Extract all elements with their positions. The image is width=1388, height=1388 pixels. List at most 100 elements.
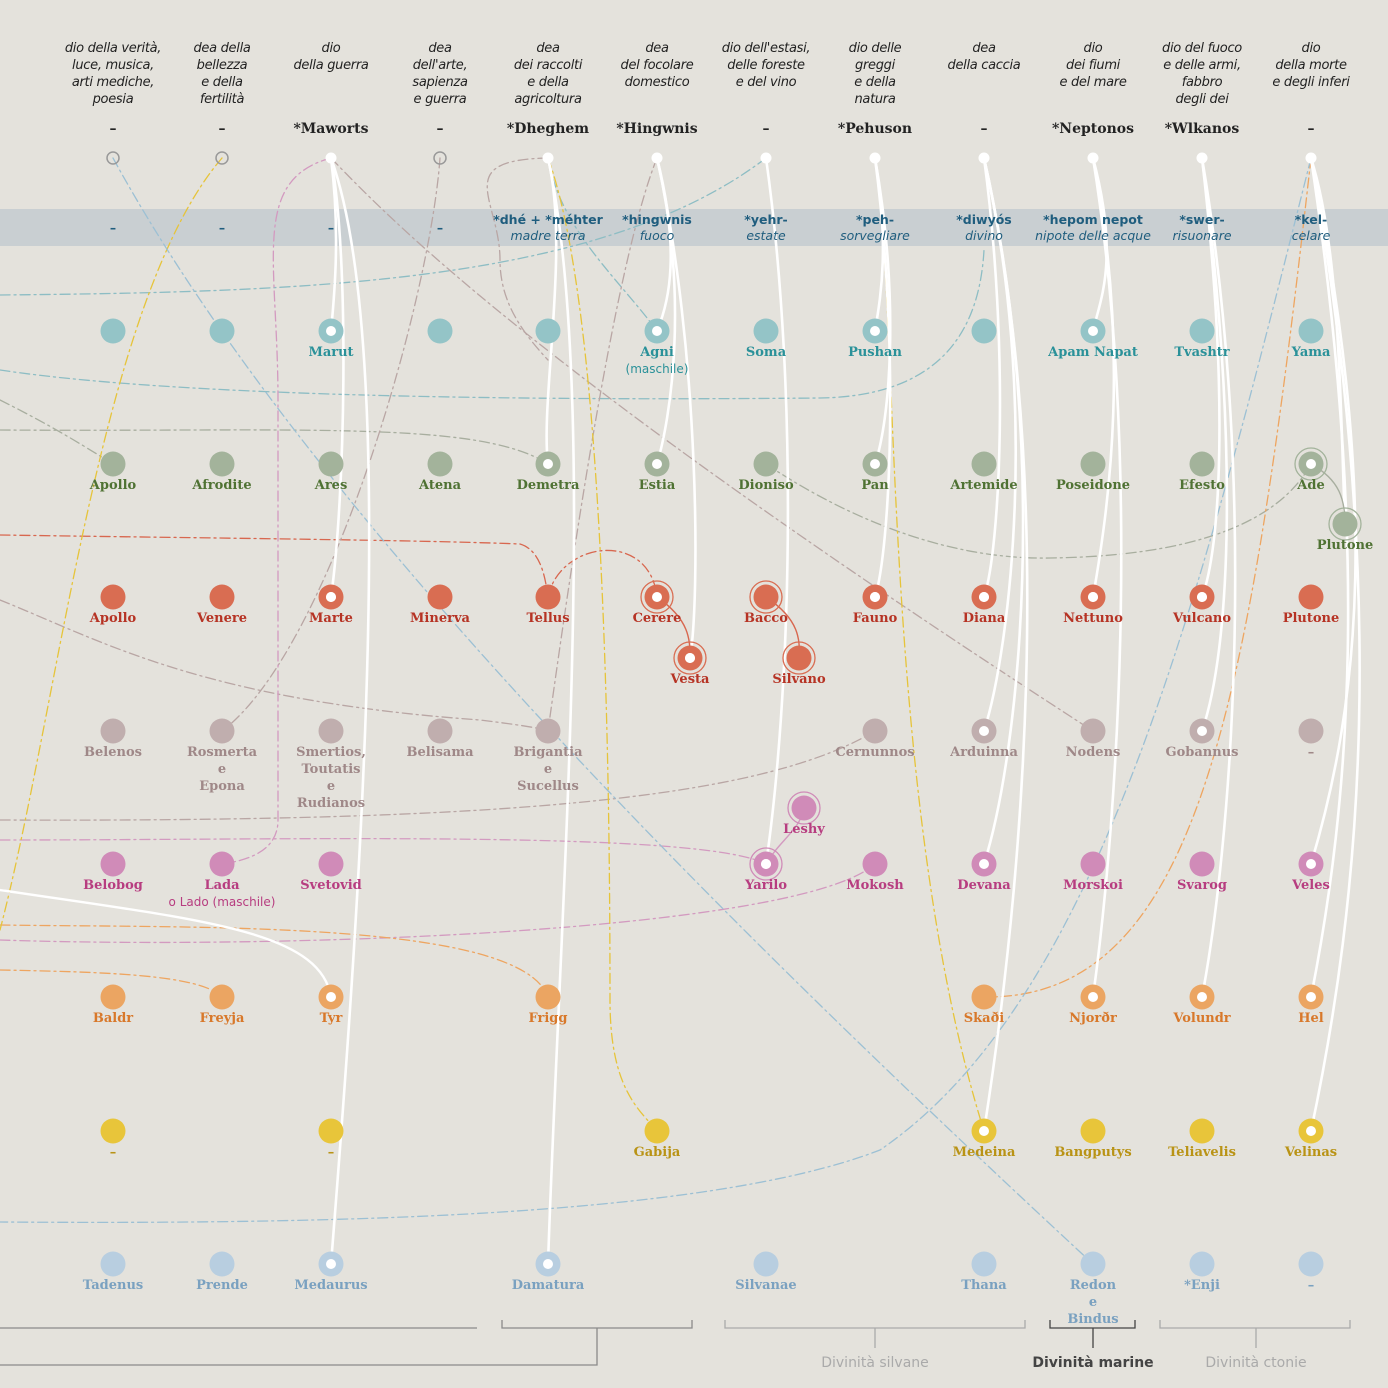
description-line: della caccia bbox=[947, 58, 1021, 73]
deity-node bbox=[1080, 1251, 1106, 1277]
description-line: e della bbox=[527, 75, 569, 90]
deity-name-text: Nettuno bbox=[1063, 611, 1123, 626]
deity-name-text: Volundr bbox=[1173, 1011, 1231, 1026]
deity-name-text: Svetovid bbox=[300, 878, 362, 893]
deity-name: Rosmerta e Epona bbox=[157, 744, 287, 795]
deity-name-text: *Enji bbox=[1184, 1278, 1220, 1293]
deity-node bbox=[644, 1118, 670, 1144]
description-line: dio della verità, bbox=[64, 41, 162, 56]
deity-name-text: Hel bbox=[1298, 1011, 1324, 1026]
deity-name-text: Pan bbox=[861, 478, 889, 493]
deity-node bbox=[100, 584, 126, 610]
deity-node-core bbox=[685, 653, 695, 663]
proto-name-text: *Hingwnis bbox=[616, 121, 698, 137]
deity-name: Freyja bbox=[157, 1010, 287, 1027]
deity-name-text: Baldr bbox=[92, 1011, 134, 1026]
deity-node bbox=[209, 584, 235, 610]
descent-link bbox=[1091, 156, 1123, 999]
descent-link bbox=[0, 888, 333, 999]
root-etymology: *kel-celare bbox=[1241, 212, 1381, 244]
proto-dot bbox=[1196, 152, 1208, 164]
root-word: *hingwnis bbox=[622, 212, 692, 227]
deity-name-text: Freyja bbox=[199, 1011, 245, 1026]
deity-name: Gabija bbox=[592, 1144, 722, 1161]
borrowing-link bbox=[547, 549, 658, 598]
column-description: dio dell'estasi, delle foreste e del vino bbox=[704, 40, 828, 91]
proto-deity-name: – bbox=[1241, 121, 1381, 137]
root-word: *diwyós bbox=[956, 212, 1012, 227]
root-word: *hepom nepot bbox=[1043, 212, 1143, 227]
description-line: fertilità bbox=[199, 92, 245, 107]
deity-name: Damatura bbox=[483, 1277, 613, 1294]
descent-link bbox=[655, 156, 697, 660]
deity-name-text: Pushan bbox=[848, 345, 902, 360]
description-line: dio bbox=[1083, 41, 1103, 56]
deity-node bbox=[535, 718, 561, 744]
deity-name: Teliavelis bbox=[1137, 1144, 1267, 1161]
deity-name-text: Brigantia e Sucellus bbox=[513, 745, 583, 794]
deity-name: Prende bbox=[157, 1277, 287, 1294]
root-word: *peh- bbox=[855, 212, 895, 227]
deity-name-text: Atena bbox=[418, 478, 461, 493]
deity-name-text: Apollo bbox=[89, 478, 137, 493]
deity-name-text: – bbox=[109, 1145, 117, 1160]
root-word: *yehr- bbox=[744, 212, 788, 227]
root-etymology: *hepom nepot nipote delle acque bbox=[1023, 212, 1163, 244]
deity-node bbox=[209, 851, 235, 877]
deity-name-text: Apollo bbox=[89, 611, 137, 626]
deity-node bbox=[1298, 1251, 1324, 1277]
borrowing-link bbox=[983, 157, 1312, 998]
deity-name-text: Gobannus bbox=[1165, 745, 1239, 760]
deity-node-ring bbox=[782, 641, 816, 675]
borrowing-link bbox=[874, 157, 985, 1132]
borrowing-link bbox=[221, 157, 332, 865]
deity-name-text: Silvano bbox=[772, 672, 826, 687]
deity-name: Hel bbox=[1246, 1010, 1376, 1027]
deity-name: Dioniso bbox=[701, 477, 831, 494]
descent-link bbox=[329, 156, 345, 599]
bracket bbox=[0, 1320, 693, 1366]
descent-link bbox=[329, 156, 371, 1266]
deity-name-text: Belisama bbox=[406, 745, 474, 760]
description-line: dea bbox=[972, 41, 996, 56]
description-line: e delle armi, bbox=[1163, 58, 1241, 73]
deity-name: Yama bbox=[1246, 344, 1376, 361]
deity-name: Tyr bbox=[266, 1010, 396, 1027]
deity-node bbox=[427, 718, 453, 744]
deity-name: Gobannus bbox=[1137, 744, 1267, 761]
deity-name-text: Rosmerta e Epona bbox=[186, 745, 258, 794]
deity-node-core bbox=[870, 592, 880, 602]
deity-name-text: Leshy bbox=[783, 822, 825, 837]
borrowing-link bbox=[0, 924, 549, 998]
deity-name: Svarog bbox=[1137, 877, 1267, 894]
deity-node bbox=[1298, 718, 1324, 744]
description-line: dea della bbox=[193, 41, 251, 56]
deity-name: Smertios, Toutatis e Rudianos bbox=[266, 744, 396, 812]
root-etymology: *yehr-estate bbox=[696, 212, 836, 244]
proto-name-text: *Wlkanos bbox=[1164, 121, 1240, 137]
deity-node bbox=[100, 1251, 126, 1277]
deity-node-core bbox=[326, 992, 336, 1002]
deity-node-core bbox=[979, 592, 989, 602]
root-meaning: divino bbox=[965, 228, 1003, 243]
proto-deity-name: – bbox=[914, 121, 1054, 137]
deity-name-text: – bbox=[327, 1145, 335, 1160]
deity-node bbox=[1332, 511, 1358, 537]
group-label-text: Divinità ctonie bbox=[1205, 1355, 1307, 1371]
deity-node bbox=[791, 795, 817, 821]
deity-node-core bbox=[1306, 459, 1316, 469]
descent-link bbox=[1309, 156, 1361, 1133]
deity-node bbox=[971, 318, 997, 344]
descent-link bbox=[1200, 156, 1221, 599]
description-line: della guerra bbox=[293, 58, 369, 73]
deity-node bbox=[1080, 451, 1106, 477]
deity-name: Ade bbox=[1246, 477, 1376, 494]
borrowing-link bbox=[221, 157, 441, 732]
proto-dot-empty bbox=[433, 151, 447, 165]
description-line: arti mediche, bbox=[71, 75, 155, 90]
proto-dot bbox=[325, 152, 337, 164]
deity-node-core bbox=[1088, 326, 1098, 336]
deity-name: Tellus bbox=[483, 610, 613, 627]
deity-name: Belenos bbox=[48, 744, 178, 761]
